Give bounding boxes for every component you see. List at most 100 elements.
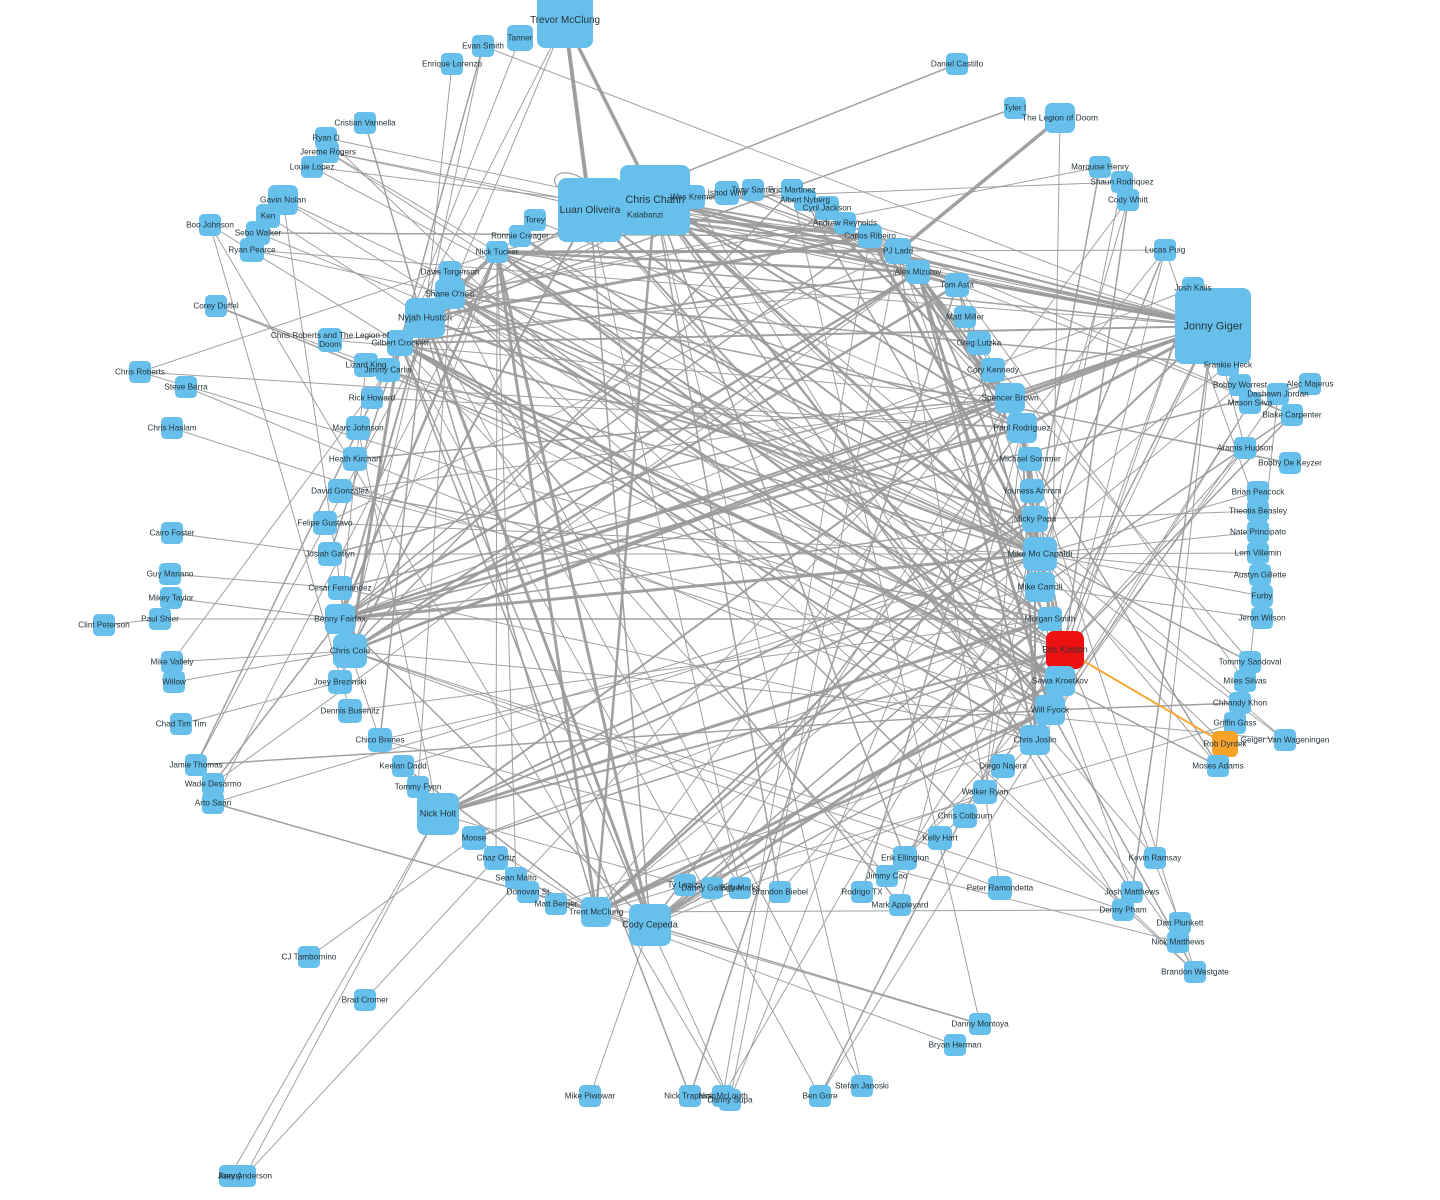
svg-text:Rick Howard: Rick Howard <box>349 394 396 403</box>
svg-text:Danny Montoya: Danny Montoya <box>951 1020 1009 1029</box>
svg-text:Cesar Fernandez: Cesar Fernandez <box>308 584 371 593</box>
svg-text:Austyn Gillette: Austyn Gillette <box>1234 571 1287 580</box>
svg-text:Ronnie Creager: Ronnie Creager <box>491 232 549 241</box>
svg-text:Heath Kirchart: Heath Kirchart <box>329 455 382 464</box>
svg-text:David Gonzalez: David Gonzalez <box>311 487 369 496</box>
svg-text:Joey Anderson: Joey Anderson <box>218 1172 273 1181</box>
svg-text:Paul Shier: Paul Shier <box>141 615 179 624</box>
svg-text:Louie Lopez: Louie Lopez <box>290 163 335 172</box>
svg-text:Felipe Gustavo: Felipe Gustavo <box>297 519 353 528</box>
svg-text:Kevin Ramsay: Kevin Ramsay <box>1129 854 1183 863</box>
svg-text:Chhandy Khon: Chhandy Khon <box>1213 699 1268 708</box>
svg-text:Nick Matthews: Nick Matthews <box>1151 938 1204 947</box>
svg-text:Dashawn Jordan: Dashawn Jordan <box>1247 390 1309 399</box>
svg-text:Josiah Gatlyn: Josiah Gatlyn <box>305 550 355 559</box>
svg-text:Steve Berra: Steve Berra <box>164 383 208 392</box>
svg-text:Josh Kalis: Josh Kalis <box>1174 284 1211 293</box>
svg-text:Shane O'neill: Shane O'neill <box>425 289 475 299</box>
svg-text:Diego Najera: Diego Najera <box>979 762 1027 771</box>
svg-text:Corey Duffel: Corey Duffel <box>193 302 239 311</box>
svg-text:Chaz Ortiz: Chaz Ortiz <box>477 854 516 863</box>
svg-text:Kelly Hart: Kelly Hart <box>922 834 958 843</box>
svg-text:Gavin Nolan: Gavin Nolan <box>260 195 306 205</box>
svg-text:Matt Miller: Matt Miller <box>946 313 984 322</box>
svg-text:Jonny Giger: Jonny Giger <box>1183 320 1243 332</box>
svg-text:Willow: Willow <box>162 678 186 687</box>
svg-text:Brandon Biebel: Brandon Biebel <box>752 888 808 897</box>
svg-text:Keelan Dadd: Keelan Dadd <box>379 762 427 771</box>
svg-text:Luan Oliveira: Luan Oliveira <box>560 205 621 216</box>
svg-text:Ryan D: Ryan D <box>312 134 339 143</box>
svg-text:Denny Pham: Denny Pham <box>1099 906 1147 915</box>
svg-text:Erik Ellington: Erik Ellington <box>881 854 929 863</box>
svg-text:Benny Fairfax: Benny Fairfax <box>314 614 366 624</box>
svg-text:Youness Amrani: Youness Amrani <box>1003 487 1062 496</box>
svg-text:Lem Villemin: Lem Villemin <box>1235 549 1282 558</box>
svg-text:Shaun Rodriquez: Shaun Rodriquez <box>1090 178 1153 187</box>
svg-text:Arto Saari: Arto Saari <box>195 799 232 808</box>
svg-text:Mike Mo Capaldi: Mike Mo Capaldi <box>1008 549 1073 559</box>
svg-text:Chris Roberts: Chris Roberts <box>115 368 165 377</box>
svg-text:Daniel Castillo: Daniel Castillo <box>931 60 984 69</box>
svg-text:Ken: Ken <box>261 212 276 221</box>
svg-text:Davis Torgerson: Davis Torgerson <box>420 268 479 277</box>
svg-text:Tommy Fynn: Tommy Fynn <box>395 783 442 792</box>
svg-text:Greg Lutzka: Greg Lutzka <box>957 339 1002 348</box>
svg-text:Tyler I: Tyler I <box>1004 104 1026 113</box>
svg-text:Geiger Van Wageningen: Geiger Van Wageningen <box>1241 736 1330 745</box>
svg-text:Chris Haslam: Chris Haslam <box>147 424 196 433</box>
svg-text:Wade Desarmo: Wade Desarmo <box>185 780 242 789</box>
svg-text:Danny Supa: Danny Supa <box>707 1096 753 1105</box>
svg-text:Carlos Ribeiro: Carlos Ribeiro <box>844 232 896 241</box>
svg-text:Brandon Westgate: Brandon Westgate <box>1161 968 1229 977</box>
svg-text:Boo Johnson: Boo Johnson <box>186 221 234 230</box>
svg-text:Dan Plunkett: Dan Plunkett <box>1157 919 1205 928</box>
svg-text:Frankie Heck: Frankie Heck <box>1204 361 1253 370</box>
svg-text:Jimmy Cao: Jimmy Cao <box>867 872 908 881</box>
svg-text:Sewa Kroetkov: Sewa Kroetkov <box>1032 676 1089 686</box>
svg-text:Enrique Lorenzo: Enrique Lorenzo <box>422 60 483 69</box>
svg-text:Jereme Rogers: Jereme Rogers <box>300 148 356 157</box>
svg-text:Will Fyock: Will Fyock <box>1031 705 1070 715</box>
svg-text:Jamie Thomas: Jamie Thomas <box>169 761 223 770</box>
svg-text:Walker Ryan: Walker Ryan <box>962 788 1009 797</box>
svg-text:Cody Cepeda: Cody Cepeda <box>622 920 679 930</box>
svg-text:Miles Silvas: Miles Silvas <box>1223 677 1266 686</box>
svg-text:Trent McClung: Trent McClung <box>569 907 624 917</box>
svg-text:Trevor McClung: Trevor McClung <box>530 15 600 26</box>
svg-text:Chico Brenes: Chico Brenes <box>355 736 404 745</box>
svg-text:Evan Smith: Evan Smith <box>462 42 504 51</box>
svg-text:Nate Principato: Nate Principato <box>1230 528 1286 537</box>
svg-text:Guy Mariano: Guy Mariano <box>147 570 194 579</box>
svg-text:Mikey Taylor: Mikey Taylor <box>148 594 194 603</box>
svg-text:Ben Gore: Ben Gore <box>802 1092 837 1101</box>
svg-text:Morgan Smith: Morgan Smith <box>1025 615 1076 624</box>
svg-text:Brian Peacock: Brian Peacock <box>1232 488 1286 497</box>
svg-text:Mason Silva: Mason Silva <box>1228 399 1273 408</box>
svg-text:Joey Brezinski: Joey Brezinski <box>314 678 367 687</box>
svg-text:Marc Johnson: Marc Johnson <box>332 424 384 433</box>
svg-text:Cairo Foster: Cairo Foster <box>149 529 194 538</box>
svg-text:Bryan Herman: Bryan Herman <box>929 1041 982 1050</box>
svg-text:Andrew Reynolds: Andrew Reynolds <box>813 219 877 228</box>
svg-text:Furby: Furby <box>1252 592 1274 601</box>
svg-text:Spencer Brown: Spencer Brown <box>981 393 1039 403</box>
svg-text:Bobby De Keyzer: Bobby De Keyzer <box>1258 459 1322 468</box>
svg-text:Mark Appleyard: Mark Appleyard <box>872 901 929 910</box>
svg-text:Nick Holt: Nick Holt <box>420 809 457 819</box>
svg-text:Cody Whitt: Cody Whitt <box>1108 196 1149 205</box>
svg-text:Mike Piwowar: Mike Piwowar <box>565 1092 616 1101</box>
svg-text:Blake Carpenter: Blake Carpenter <box>1262 411 1321 420</box>
svg-text:Aramis Hudson: Aramis Hudson <box>1217 444 1273 453</box>
svg-text:Stefan Janoski: Stefan Janoski <box>835 1082 889 1091</box>
svg-text:Alex Mizurov: Alex Mizurov <box>895 268 943 277</box>
svg-text:Ryan Pearce: Ryan Pearce <box>228 246 276 255</box>
svg-text:Nyjah Huston: Nyjah Huston <box>398 313 452 323</box>
svg-text:Sean Malto: Sean Malto <box>495 874 537 883</box>
svg-text:Moose: Moose <box>462 834 487 843</box>
svg-text:Eric Koston: Eric Koston <box>1042 645 1087 655</box>
svg-text:Tom Asta: Tom Asta <box>940 281 974 290</box>
svg-text:Chris Cole: Chris Cole <box>330 646 371 656</box>
svg-text:The Legion of Doom: The Legion of Doom <box>1022 113 1098 123</box>
svg-text:Eric Martinez: Eric Martinez <box>768 186 816 195</box>
